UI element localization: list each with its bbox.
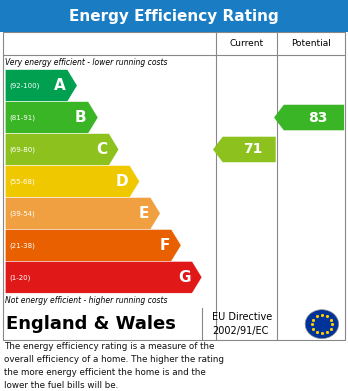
Text: Energy Efficiency Rating: Energy Efficiency Rating: [69, 9, 279, 23]
Polygon shape: [5, 230, 181, 261]
Text: (21-38): (21-38): [9, 242, 35, 249]
Ellipse shape: [305, 310, 339, 339]
Text: The energy efficiency rating is a measure of the
overall efficiency of a home. T: The energy efficiency rating is a measur…: [4, 342, 224, 390]
Text: C: C: [96, 142, 107, 157]
Text: (1-20): (1-20): [9, 274, 31, 280]
Polygon shape: [5, 70, 77, 102]
Bar: [3, 32, 345, 340]
Polygon shape: [5, 197, 160, 230]
Polygon shape: [213, 137, 276, 162]
Text: 71: 71: [243, 142, 262, 156]
Text: Not energy efficient - higher running costs: Not energy efficient - higher running co…: [5, 296, 168, 305]
Text: (69-80): (69-80): [9, 146, 35, 153]
Text: EU Directive
2002/91/EC: EU Directive 2002/91/EC: [212, 312, 272, 336]
Text: 83: 83: [308, 111, 327, 124]
Text: (92-100): (92-100): [9, 83, 40, 89]
Text: Potential: Potential: [291, 39, 331, 48]
Text: G: G: [178, 270, 190, 285]
Text: A: A: [54, 78, 66, 93]
Text: B: B: [75, 110, 87, 125]
Text: Current: Current: [229, 39, 264, 48]
Polygon shape: [274, 105, 344, 130]
Text: (55-68): (55-68): [9, 178, 35, 185]
Polygon shape: [5, 102, 98, 133]
Polygon shape: [5, 133, 119, 165]
Text: (39-54): (39-54): [9, 210, 35, 217]
Text: D: D: [116, 174, 128, 189]
Text: Very energy efficient - lower running costs: Very energy efficient - lower running co…: [5, 57, 168, 67]
Text: F: F: [159, 238, 170, 253]
Bar: [0, 0, 348, 32]
Text: E: E: [139, 206, 149, 221]
Polygon shape: [5, 165, 140, 197]
Text: (81-91): (81-91): [9, 114, 35, 121]
Text: England & Wales: England & Wales: [6, 315, 176, 333]
Polygon shape: [5, 261, 202, 293]
